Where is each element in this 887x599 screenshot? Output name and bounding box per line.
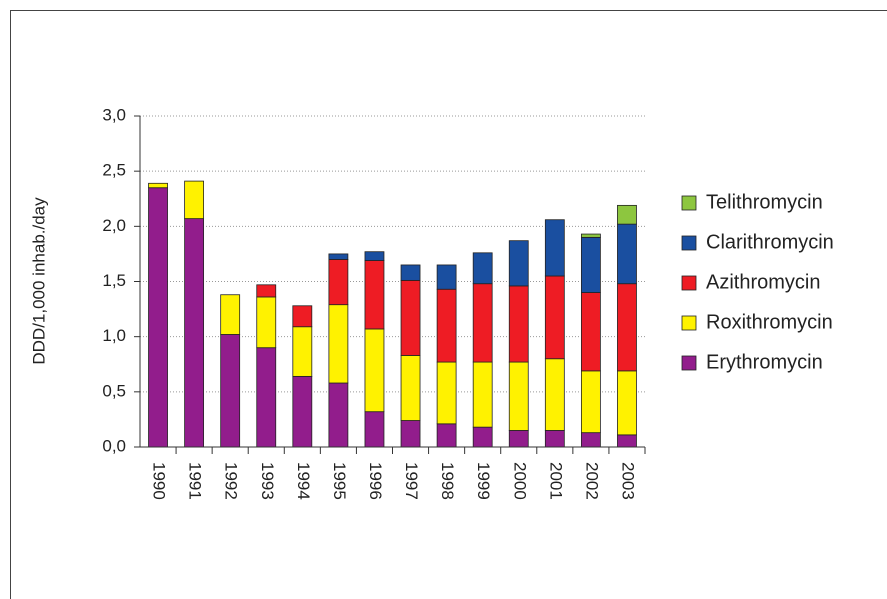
x-tick-label: 2003	[618, 462, 637, 500]
bar-segment	[544, 219, 565, 277]
bar-segment	[292, 305, 313, 328]
bar-segment	[328, 382, 349, 448]
bar-segment	[436, 264, 457, 290]
legend-swatch	[681, 315, 697, 331]
bar-segment	[148, 182, 168, 189]
bar-segment	[617, 283, 637, 372]
y-axis-label: DDD/1,000 inhab./day	[29, 197, 48, 365]
x-tick-label: 1992	[222, 462, 241, 500]
bar-segment	[472, 361, 493, 428]
bar-segment	[292, 375, 313, 448]
bar-segment	[256, 296, 277, 349]
legend-swatch	[681, 275, 697, 291]
bar-segment	[256, 347, 277, 448]
x-tick-label: 1998	[438, 462, 457, 500]
bar-segment	[508, 285, 529, 363]
legend-swatch	[681, 235, 697, 251]
bar-segment	[400, 279, 421, 356]
legend-label: Telithromycin	[706, 191, 823, 213]
y-tick-label: 1,5	[102, 271, 126, 290]
bar-segment	[472, 252, 493, 285]
bar-segment	[400, 355, 421, 421]
frame	[10, 10, 887, 599]
x-tick-label: 1991	[186, 462, 205, 500]
legend-swatch	[681, 355, 697, 371]
bar-segment	[364, 328, 385, 413]
x-tick-label: 2000	[510, 462, 529, 500]
legend-label: Azithromycin	[706, 271, 820, 293]
bar-segment	[436, 423, 457, 448]
bar-segment	[472, 283, 493, 363]
bar-segment	[184, 180, 205, 220]
bar-segment	[580, 432, 601, 448]
bar-segment	[617, 434, 637, 448]
bar-segment	[617, 370, 637, 436]
bar-segment	[400, 420, 421, 448]
bar-segment	[364, 251, 385, 261]
bar-segment	[508, 430, 529, 448]
bar-segment	[544, 358, 565, 431]
y-tick-label: 0,5	[102, 381, 126, 400]
bar-segment	[617, 223, 637, 285]
y-tick-label: 1,0	[102, 326, 126, 345]
bar-segment	[580, 233, 601, 238]
y-tick-label: 2,5	[102, 161, 126, 180]
bar-segment	[220, 294, 241, 335]
x-tick-label: 1990	[150, 462, 169, 500]
bar-segment	[508, 361, 529, 431]
bar-segment	[148, 187, 168, 448]
legend-label: Erythromycin	[706, 351, 823, 373]
x-tick-label: 2002	[582, 462, 601, 500]
bar-segment	[364, 260, 385, 330]
x-tick-label: 2001	[546, 462, 565, 500]
bar-segment	[436, 361, 457, 425]
bar-segment	[292, 326, 313, 377]
x-tick-label: 1993	[258, 462, 277, 500]
bar-segment	[580, 236, 601, 293]
bar-segment	[544, 275, 565, 360]
x-tick-label: 1994	[294, 462, 313, 500]
x-tick-label: 1995	[330, 462, 349, 500]
bar-segment	[364, 411, 385, 448]
bar-segment	[184, 218, 205, 448]
x-tick-label: 1999	[474, 462, 493, 500]
bar-segment	[580, 370, 601, 434]
bar-segment	[544, 430, 565, 448]
bar-segment	[436, 288, 457, 363]
bar-segment	[220, 334, 241, 448]
bar-segment	[580, 292, 601, 372]
bar-segment	[508, 240, 529, 287]
bar-segment	[328, 259, 349, 306]
bar-segment	[617, 204, 637, 225]
legend-label: Roxithromycin	[706, 311, 833, 333]
y-tick-label: 3,0	[102, 105, 126, 124]
bar-segment	[328, 253, 349, 260]
bar-segment	[256, 284, 277, 298]
y-tick-label: 0,0	[102, 436, 126, 455]
x-tick-label: 1997	[402, 462, 421, 500]
bar-segment	[328, 304, 349, 384]
bar-segment	[472, 426, 493, 448]
bar-segment	[400, 264, 421, 281]
x-tick-label: 1996	[366, 462, 385, 500]
y-tick-label: 2,0	[102, 216, 126, 235]
legend-label: Clarithromycin	[706, 231, 834, 253]
legend-swatch	[681, 195, 697, 211]
